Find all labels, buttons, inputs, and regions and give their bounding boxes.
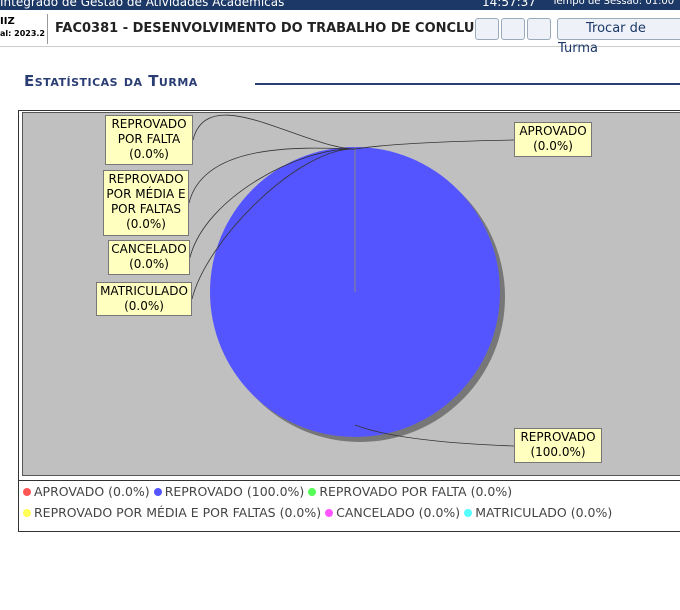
slice-label: CANCELADO (0.0%): [108, 240, 190, 275]
legend-swatch: [153, 488, 162, 496]
leader-line: [191, 148, 356, 300]
slice-label-value: (0.0%): [533, 139, 573, 153]
legend-item: REPROVADO (100.0%): [153, 481, 305, 502]
legend-name: REPROVADO: [164, 484, 243, 499]
slice-label-name: REPROVADO: [520, 430, 596, 444]
legend-value: (0.0%): [418, 505, 461, 520]
slice-label-value: (0.0%): [124, 299, 164, 313]
course-title: FAC0381 - DESENVOLVIMENTO DO TRABALHO DE…: [55, 21, 475, 36]
legend-item: MATRICULADO (0.0%): [464, 502, 612, 523]
legend-name: MATRICULADO: [475, 505, 567, 520]
legend-swatch: [308, 488, 317, 496]
session-time: Tempo de Sessão: 01:00: [552, 0, 675, 7]
legend: APROVADO (0.0%) REPROVADO (100.0%) REPROVADO…: [19, 480, 680, 523]
leader-line: [189, 148, 356, 258]
slice-label: MATRICULADO (0.0%): [96, 282, 192, 316]
leader-line: [354, 424, 515, 447]
legend-item: CANCELADO (0.0%): [325, 502, 460, 523]
user: IIZ: [0, 16, 15, 27]
legend-swatch: [464, 509, 473, 517]
switch-class-label[interactable]: Trocar de Turma: [558, 21, 646, 56]
clock: 14:57:37: [482, 0, 536, 9]
slice-label-name: REPROVADO POR FALTA: [111, 117, 187, 146]
slice-label-value: (100.0%): [530, 445, 586, 459]
slice-label-value: (0.0%): [129, 257, 169, 271]
slice-label-value: (0.0%): [126, 217, 166, 231]
top-bar: Integrado de Gestão de Atividades Acadêm…: [0, 0, 680, 10]
slice-label-name: REPROVADO POR MÉDIA E POR FALTAS: [106, 172, 186, 216]
legend-name: CANCELADO: [336, 505, 415, 520]
swap-button[interactable]: [527, 18, 551, 40]
divider: [47, 14, 48, 44]
print-button[interactable]: [501, 18, 525, 40]
legend-item: APROVADO (0.0%): [23, 481, 150, 502]
legend-value: (0.0%): [279, 505, 322, 520]
leader-line: [354, 139, 515, 150]
legend-name: REPROVADO POR MÉDIA E POR FALTAS: [34, 505, 276, 520]
slice-label: APROVADO (0.0%): [514, 122, 592, 157]
legend-swatch: [23, 509, 31, 517]
slice-label: REPROVADO (100.0%): [514, 428, 602, 463]
legend-item: REPROVADO POR FALTA (0.0%): [308, 481, 512, 502]
home-button[interactable]: [475, 18, 499, 40]
switch-class-button[interactable]: Trocar de Turma: [557, 18, 680, 56]
legend-value: (0.0%): [470, 484, 513, 499]
leader-line: [188, 147, 356, 204]
slice-label-name: CANCELADO: [111, 242, 187, 256]
slice-label: REPROVADO POR MÉDIA E POR FALTAS (0.0%): [103, 170, 189, 236]
system-name: Integrado de Gestão de Atividades Acadêm…: [0, 0, 285, 9]
slice-label-value: (0.0%): [129, 147, 169, 161]
course-bar: IIZ al: 2023.2 FAC0381 - DESENVOLVIMENTO…: [0, 12, 680, 47]
section-title: Estatísticas da Turma: [24, 72, 198, 90]
chart-frame: [18, 110, 680, 532]
legend-name: APROVADO: [34, 484, 105, 499]
legend-value: (0.0%): [570, 505, 613, 520]
slice-label-name: MATRICULADO: [100, 284, 188, 298]
slice-label-name: APROVADO: [519, 124, 587, 138]
legend-name: REPROVADO POR FALTA: [319, 484, 467, 499]
slice-label: REPROVADO POR FALTA (0.0%): [105, 115, 193, 165]
legend-value: (100.0%): [246, 484, 305, 499]
section-rule: [255, 83, 680, 85]
legend-swatch: [325, 509, 334, 517]
legend-swatch: [23, 488, 31, 496]
leader-line: [192, 114, 356, 150]
legend-item: REPROVADO POR MÉDIA E POR FALTAS (0.0%): [23, 502, 321, 523]
legend-value: (0.0%): [108, 484, 150, 499]
period: al: 2023.2: [0, 29, 45, 38]
